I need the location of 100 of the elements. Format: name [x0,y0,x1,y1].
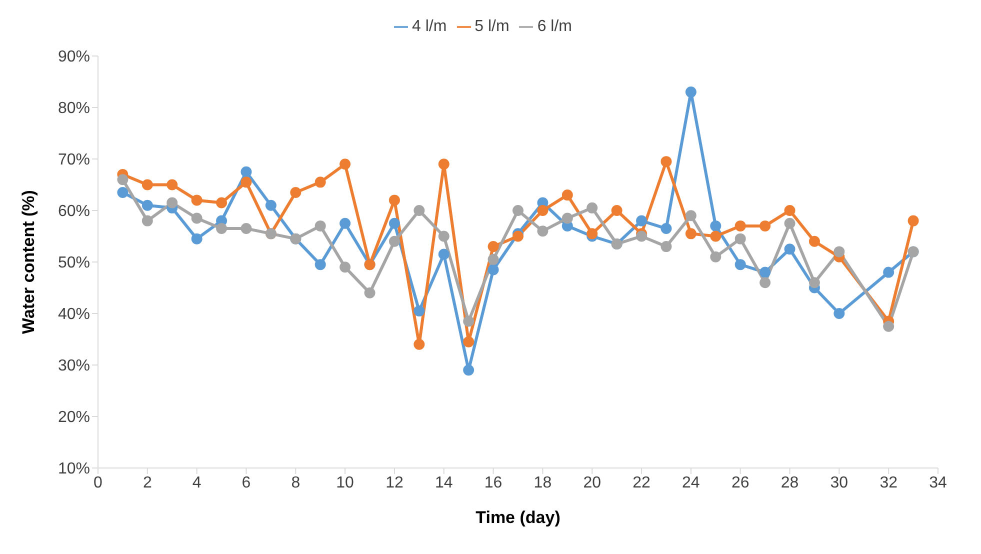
x-tick-label: 34 [929,474,947,492]
point [784,244,796,255]
point [142,215,153,226]
point [388,194,400,206]
x-tick-label: 8 [291,474,300,492]
point [685,86,696,98]
point [760,220,771,232]
point [685,228,696,240]
point [340,262,351,273]
point [562,212,573,224]
x-tick-label: 16 [484,474,502,492]
point [463,336,474,348]
point [414,205,425,216]
point [512,205,524,216]
point [488,241,499,252]
y-tick-label: 40% [58,306,90,324]
x-tick-label: 30 [830,474,848,492]
point [660,223,672,234]
point [636,215,648,226]
point [142,200,153,211]
point [834,308,845,319]
point [586,228,598,240]
point [240,176,252,188]
point [734,259,746,270]
point [290,186,302,198]
point [463,364,474,376]
point [314,176,326,188]
point [117,186,128,198]
x-tick-label: 10 [336,474,354,492]
x-tick-label: 4 [192,474,202,492]
point [117,174,128,186]
legend-label: 6 l/m [537,18,572,35]
y-tick-label: 60% [58,203,90,220]
point [611,205,622,216]
x-tick-label: 24 [682,474,700,492]
point [636,230,648,242]
point [388,236,400,247]
point [734,220,746,232]
point [808,277,820,288]
point [142,179,153,190]
x-tick-label: 20 [583,474,602,492]
point [314,259,326,270]
point [586,202,598,214]
y-tick-label: 30% [58,358,90,375]
point [166,197,178,208]
point [660,156,672,168]
x-tick-label: 18 [534,474,552,492]
point [438,230,450,242]
y-tick-label: 70% [58,152,90,169]
point [191,194,202,206]
point [463,316,474,327]
point [710,220,722,232]
point [710,251,722,262]
x-tick-label: 12 [386,474,404,492]
legend-label: 5 l/m [474,18,510,35]
x-tick-label: 26 [731,474,750,492]
point [438,158,450,170]
point [562,190,573,201]
x-tick-label: 6 [242,474,251,492]
point [784,205,796,216]
y-tick-label: 20% [58,409,90,426]
point [710,230,722,242]
x-tick-label: 2 [142,474,152,492]
y-tick-label: 90% [58,48,90,66]
point [883,320,894,332]
point [166,179,178,190]
point [784,218,796,229]
point [388,218,400,229]
point [537,205,548,216]
x-tick-label: 14 [434,474,453,492]
point [191,212,202,224]
point [488,264,499,276]
point [685,210,696,222]
point [240,223,252,234]
point [240,166,252,178]
x-axis-title: Time (day) [476,508,560,527]
point [488,254,499,265]
y-tick-label: 10% [58,460,90,478]
point [364,287,376,298]
point [414,338,425,350]
point [314,220,326,232]
point [734,233,746,244]
point [216,223,228,234]
point [660,241,672,252]
point [438,248,450,260]
point [908,215,919,226]
point [265,200,276,211]
y-tick-label: 50% [58,254,90,272]
x-tick-label: 28 [780,474,799,492]
point [537,226,548,237]
point [760,277,771,288]
point [414,305,425,316]
x-tick-label: 32 [880,474,898,492]
y-tick-label: 80% [58,100,90,118]
point [808,236,820,247]
x-tick-label: 0 [94,474,103,492]
point [340,158,351,170]
point [834,246,845,258]
point [216,197,228,208]
point [760,266,771,278]
